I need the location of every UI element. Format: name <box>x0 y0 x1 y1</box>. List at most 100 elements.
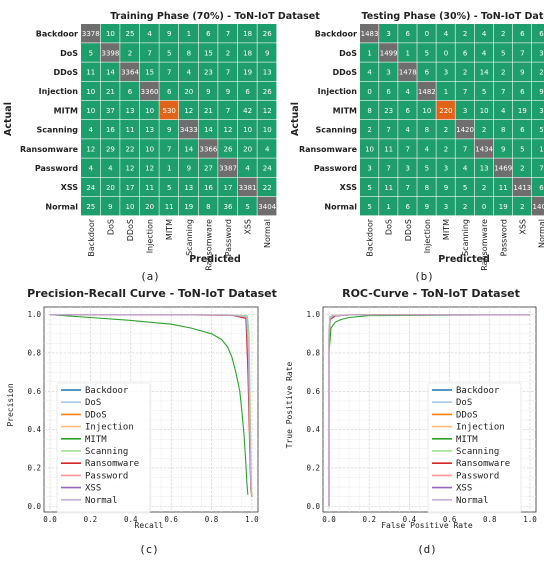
training-col-label: Scanning <box>185 219 194 256</box>
testing-cell-value: 2 <box>482 184 486 192</box>
testing-cell-value: 11 <box>384 145 393 153</box>
testing-cell-value: 4 <box>406 88 411 96</box>
testing-cell <box>493 139 513 158</box>
testing-cell <box>455 196 474 216</box>
testing-cell <box>398 43 417 62</box>
training-cell-value: 3360 <box>141 88 159 96</box>
training-matrix-xlabel: Predicted <box>189 254 241 265</box>
testing-cell-value: 1 <box>367 49 371 57</box>
training-cell <box>218 120 238 139</box>
training-cell <box>159 177 179 197</box>
testing-cell <box>417 158 436 177</box>
testing-cell <box>417 139 436 158</box>
roc-x-tick-label: 0.6 <box>443 515 457 524</box>
roc-legend-label: Injection <box>456 423 505 433</box>
testing-cell-value: 3 <box>539 49 543 57</box>
training-cell <box>257 158 277 177</box>
training-cell-value: 21 <box>204 107 213 115</box>
roc-y-tick-label: 0.2 <box>306 463 320 472</box>
roc-xlabel: False Positive Rate <box>381 521 473 530</box>
testing-cell-value: 4 <box>463 165 468 173</box>
training-cell <box>257 62 277 81</box>
pr-legend-label: Backdoor <box>85 386 129 396</box>
testing-cell <box>360 81 379 101</box>
testing-cell <box>379 158 398 177</box>
testing-cell <box>360 100 379 120</box>
training-cell <box>237 43 257 62</box>
training-cell-value: 21 <box>106 88 115 96</box>
training-col-label: MITM <box>165 219 174 240</box>
training-cell <box>179 100 198 120</box>
pr-x-tick-label: 0.0 <box>43 515 57 524</box>
training-cell <box>198 139 218 158</box>
testing-cell <box>436 81 455 101</box>
training-cell <box>237 139 257 158</box>
training-col-label: Password <box>224 219 233 256</box>
roc-legend-label: DDoS <box>456 410 478 420</box>
training-cell <box>257 177 277 197</box>
pr-xlabel: Recall <box>135 521 164 530</box>
training-cell <box>139 24 159 43</box>
roc-legend <box>427 382 522 514</box>
testing-cell-value: 7 <box>539 165 543 173</box>
roc-series-normal <box>328 314 531 507</box>
testing-cell <box>360 158 379 177</box>
training-cell-value: 6 <box>206 30 211 38</box>
testing-cell-value: 6 <box>406 203 411 211</box>
training-row-label: Backdoor <box>36 30 78 39</box>
testing-cell-value: 0 <box>444 49 448 57</box>
testing-cell-value: 1483 <box>361 30 379 38</box>
testing-cell-value: 1 <box>539 145 543 153</box>
testing-cell-value: 3 <box>406 165 410 173</box>
training-cell <box>159 62 179 81</box>
testing-cell-value: 1499 <box>380 49 398 57</box>
testing-cell <box>531 100 544 120</box>
testing-cell <box>417 81 436 101</box>
testing-cell <box>417 43 436 62</box>
testing-cell-value: 11 <box>384 184 393 192</box>
training-cell-value: 13 <box>263 69 272 77</box>
testing-cell-value: 6 <box>425 69 430 77</box>
roc-legend-label: Password <box>456 471 499 481</box>
roc-legend-label: Backdoor <box>456 386 500 396</box>
training-cell-value: 6 <box>128 88 133 96</box>
training-cell-value: 5 <box>167 49 171 57</box>
pr-x-tick-label: 0.8 <box>205 515 219 524</box>
training-cell <box>81 139 100 158</box>
testing-cell-value: 3 <box>539 107 543 115</box>
testing-cell-value: 2 <box>520 165 524 173</box>
training-cell <box>257 100 277 120</box>
testing-cell-value: 7 <box>386 165 390 173</box>
training-cell <box>198 24 218 43</box>
testing-cell-value: 5 <box>501 49 505 57</box>
testing-cell-value: 7 <box>463 145 467 153</box>
pr-y-tick-label: 1.0 <box>27 310 41 319</box>
testing-cell <box>436 100 455 120</box>
testing-cell <box>436 120 455 139</box>
training-cell <box>198 100 218 120</box>
testing-cell-value: 2 <box>444 126 448 134</box>
training-cell-value: 10 <box>263 126 272 134</box>
testing-matrix-title: Testing Phase (30%) - ToN-IoT Dataset <box>362 11 544 22</box>
testing-cell <box>455 81 474 101</box>
training-cell-value: 3366 <box>199 145 217 153</box>
training-cell-value: 10 <box>126 203 135 211</box>
testing-cell-value: 1420 <box>456 126 474 134</box>
training-cell-value: 10 <box>145 145 154 153</box>
testing-cell <box>474 158 494 177</box>
testing-cell-value: 3 <box>367 165 371 173</box>
testing-cell <box>436 139 455 158</box>
training-cell-value: 10 <box>86 88 95 96</box>
testing-row-label: Backdoor <box>315 30 357 39</box>
testing-cell-value: 6 <box>520 88 525 96</box>
testing-cell-value: 6 <box>406 30 411 38</box>
testing-cell-value: 2 <box>367 126 371 134</box>
testing-cell <box>531 139 544 158</box>
training-cell <box>237 120 257 139</box>
testing-matrix-xlabel: Predicted <box>438 254 490 265</box>
training-cell-value: 42 <box>243 107 252 115</box>
training-cell-value: 3364 <box>121 69 139 77</box>
testing-row-label: XSS <box>340 183 358 192</box>
pr-y-tick-label: 0.6 <box>27 387 41 396</box>
training-confusion-matrix: Training Phase (70%) - ToN-IoT Dataset A… <box>3 11 320 283</box>
